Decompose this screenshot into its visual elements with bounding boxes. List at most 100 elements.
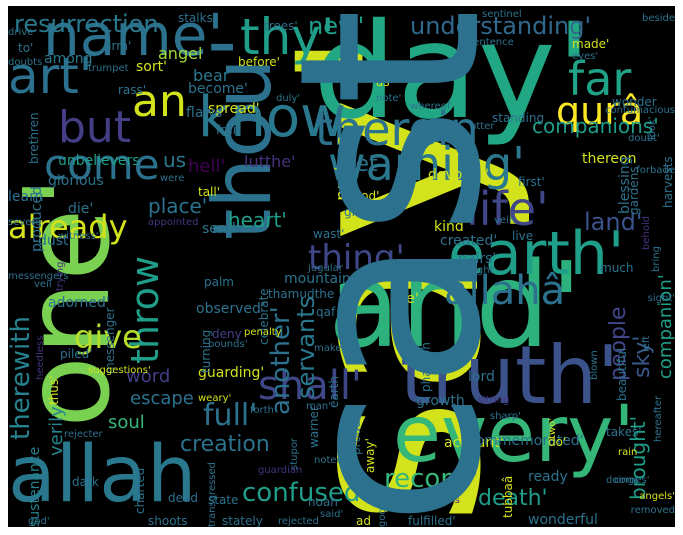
cloud-word-117: tall' [198,185,221,199]
cloud-word-46: heart' [228,208,287,232]
cloud-word-32: therewith [8,315,36,440]
cloud-word-169: weary' [198,393,232,404]
cloud-word-10: warning' [328,137,525,191]
cloud-word-107: charted [133,467,147,515]
cloud-word-151: jugular [308,263,343,274]
cloud-word-93: thereon [582,151,637,167]
cloud-word-7: allah [8,430,197,520]
cloud-word-148: witness' [58,231,99,242]
cloud-word-118: fruit [216,123,241,137]
cloud-word-17: come [44,140,160,189]
cloud-word-168: heedless [35,335,46,381]
cloud-word-139: note' [376,93,402,104]
cloud-word-133: rass' [118,83,147,97]
cloud-word-129: stalks' [178,11,217,25]
cloud-word-195: cast [245,8,536,527]
word-cloud: say' day' one' and' thou' truth' every' allah ea… [8,6,675,527]
cloud-word-147: brethren [27,111,41,164]
cloud-word-127: wonder [612,95,657,109]
cloud-word-192: forbade [636,165,675,176]
cloud-word-21: shall' [258,363,362,409]
cloud-word-130: trees' [264,19,298,33]
cloud-word-101: ad [356,514,371,527]
cloud-word-189: comes' [614,475,650,486]
cloud-word-9: know [198,85,346,150]
cloud-word-153: vein [494,215,516,226]
cloud-word-14: therein [315,102,479,156]
cloud-word-75: commemorated' [468,433,584,449]
cloud-word-79: mountains [284,271,359,287]
cloud-word-173: two' [547,417,558,439]
cloud-word-154: right [470,265,494,276]
cloud-word-185: transgressed [207,461,218,527]
cloud-word-30: understanding' [410,12,592,40]
cloud-word-82: growth [416,393,465,409]
cloud-word-179: doings [606,475,640,486]
cloud-word-187: guardian [258,465,303,476]
cloud-word-89: kind [434,219,464,235]
cloud-word-52: sustenance [27,446,43,527]
cloud-word-29: new' [308,12,365,40]
cloud-word-78: return [416,267,459,283]
cloud-word-138: as' [376,75,393,89]
cloud-word-141: utter [470,121,495,132]
cloud-word-156: bring [651,245,662,272]
cloud-word-61: spread' [208,101,260,117]
cloud-word-143: sentinel [482,9,522,20]
cloud-word-128: made' [572,37,610,51]
cloud-word-1: day' [313,6,593,149]
cloud-word-135: drive [8,27,34,38]
cloud-word-66: learn [8,189,44,205]
cloud-word-74: account' [444,435,504,451]
cloud-word-142: duly' [276,93,301,104]
cloud-word-44: set [344,152,378,177]
cloud-word-104: state [208,493,239,507]
cloud-word-54: lutthe' [244,152,296,171]
cloud-word-37: land' [584,208,643,236]
cloud-word-159: severe [8,217,42,228]
cloud-word-62: flaws [186,105,223,121]
cloud-word-70: palm [204,275,234,289]
cloud-word-188: sitting [478,395,510,406]
cloud-word-99: wonderful [528,512,598,527]
cloud-word-158: veil [34,279,52,290]
cloud-word-191: hereafter [653,395,664,443]
cloud-word-50: soul [108,412,145,433]
cloud-word-181: god' [28,516,50,527]
cloud-word-149: were [160,173,185,184]
cloud-word-155: behold [641,215,652,251]
cloud-word-180: angels' [639,491,675,502]
cloud-word-59: among' [44,51,97,67]
cloud-word-100: fulfilled' [408,514,456,527]
cloud-word-72: deny [212,327,242,341]
cloud-word-20: far [568,52,632,106]
cloud-word-190: look' [647,115,658,140]
cloud-word-112: adorned' [48,295,110,311]
cloud-word-161: penalty [244,327,282,338]
cloud-word-48: word [126,366,171,387]
cloud-word-167: suggestions' [88,365,151,376]
cloud-word-97: do' [548,435,567,449]
cloud-word-193: beside [642,13,675,24]
cloud-word-60: become' [188,81,248,97]
cloud-word-106: shoots [148,514,188,527]
cloud-word-162: sight' [647,293,675,304]
cloud-word-166: bounds' [208,339,248,350]
cloud-word-71: observed' [196,301,265,317]
cloud-word-28: resurrection [14,10,159,38]
cloud-word-163: left [641,335,652,353]
cloud-word-87: grain [344,205,375,219]
cloud-word-69: send' [202,221,240,237]
cloud-word-111: piled' [60,347,93,361]
cloud-word-186: removed [630,505,675,516]
cloud-word-27: full' [203,398,258,433]
cloud-word-67: die' [68,201,94,217]
cloud-word-182: rejected [278,516,319,527]
cloud-word-134: to' [18,41,34,55]
cloud-word-145: eyes' [572,51,599,62]
cloud-word-140: whereof [410,101,451,112]
cloud-word-108: dead [168,491,198,505]
cloud-word-6: every' [393,390,635,480]
cloud-word-194: contumacious [604,105,675,116]
cloud-word-68: dust [38,233,69,249]
